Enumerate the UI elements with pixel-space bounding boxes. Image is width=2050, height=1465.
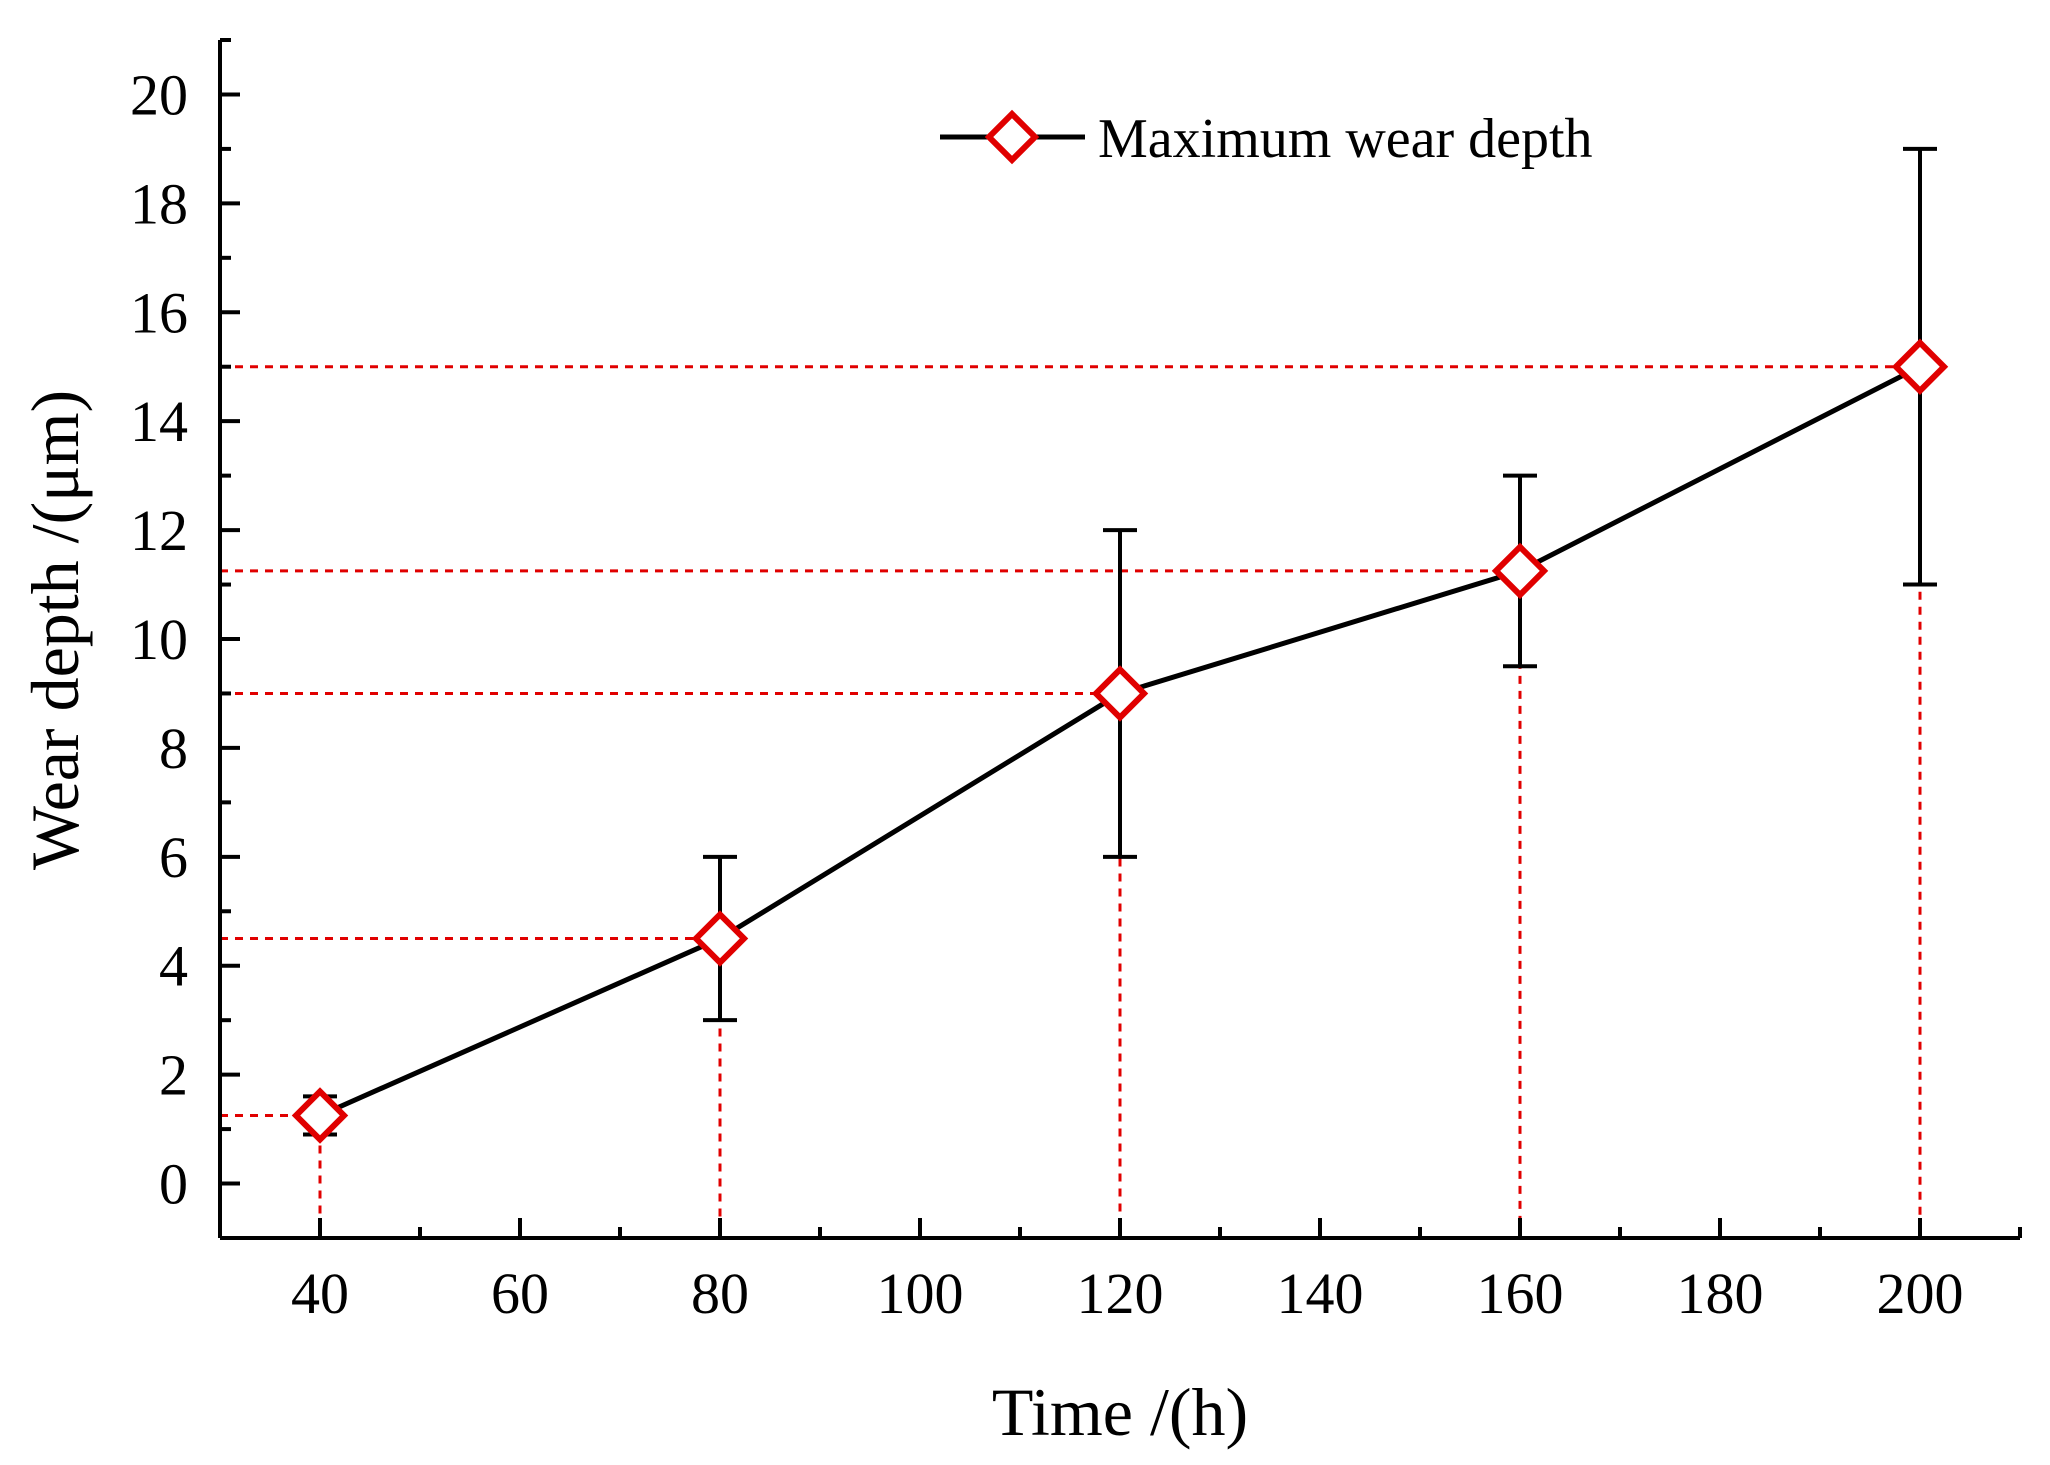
y-tick-label: 18 bbox=[130, 171, 188, 236]
data-point-diamond bbox=[691, 910, 749, 967]
y-tick-label: 8 bbox=[159, 716, 188, 781]
x-axis-title: Time /(h) bbox=[992, 1374, 1248, 1450]
x-tick-label: 80 bbox=[691, 1261, 749, 1326]
data-point-diamond bbox=[1091, 665, 1149, 722]
x-tick-label: 200 bbox=[1877, 1261, 1964, 1326]
data-point-diamond bbox=[291, 1087, 349, 1144]
y-tick-label: 16 bbox=[130, 280, 188, 345]
y-tick-label: 2 bbox=[159, 1043, 188, 1108]
y-tick-label: 0 bbox=[159, 1152, 188, 1217]
x-tick-label: 180 bbox=[1677, 1261, 1764, 1326]
legend-diamond-icon bbox=[984, 109, 1040, 165]
y-tick-label: 20 bbox=[130, 62, 188, 127]
guide-lines bbox=[220, 365, 1922, 1238]
data-point-diamond bbox=[1891, 338, 1949, 395]
y-tick-label: 4 bbox=[159, 934, 188, 999]
x-tick-label: 40 bbox=[291, 1261, 349, 1326]
x-tick-label: 60 bbox=[491, 1261, 549, 1326]
data-point-diamond bbox=[1491, 542, 1549, 600]
y-tick-label: 6 bbox=[159, 825, 188, 890]
x-tick-label: 160 bbox=[1477, 1261, 1564, 1326]
y-axis-title: Wear depth /(μm) bbox=[17, 390, 93, 870]
tick-labels: 40 60 80 100 120 140 160 180 200 0 2 4 6 8 10 12 14 16 18 2… bbox=[130, 62, 1964, 1326]
legend-label: Maximum wear depth bbox=[1098, 108, 1593, 170]
legend: Maximum wear depth bbox=[940, 108, 1593, 170]
x-tick-label: 120 bbox=[1077, 1261, 1164, 1326]
axes bbox=[218, 38, 2022, 1240]
y-tick-label: 14 bbox=[130, 389, 188, 454]
x-tick-label: 100 bbox=[877, 1261, 964, 1326]
x-tick-label: 140 bbox=[1277, 1261, 1364, 1326]
y-tick-label: 12 bbox=[130, 498, 188, 563]
y-tick-label: 10 bbox=[130, 607, 188, 672]
data-series bbox=[291, 146, 1949, 1144]
